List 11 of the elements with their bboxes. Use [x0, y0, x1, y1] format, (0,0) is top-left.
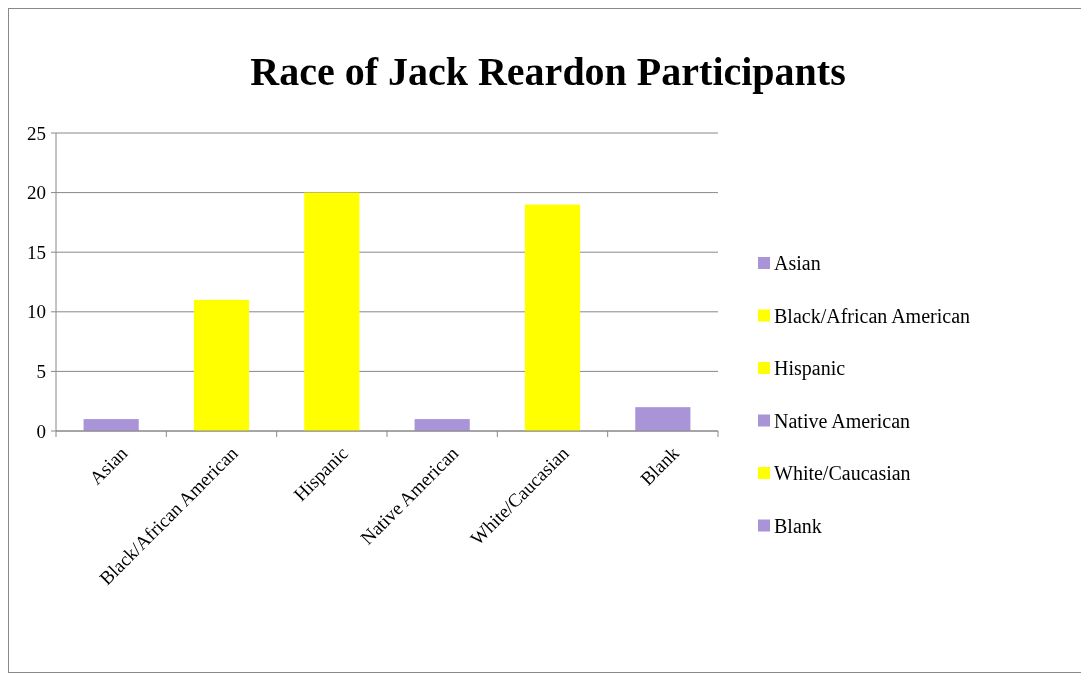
legend-label: Hispanic — [774, 357, 846, 380]
y-tick-label: 0 — [36, 420, 46, 442]
y-tick-label: 5 — [36, 361, 46, 383]
legend-label: Native American — [774, 409, 911, 432]
y-tick-label: 10 — [27, 301, 46, 323]
legend-label: Asian — [774, 252, 821, 274]
chart-title: Race of Jack Reardon Participants — [250, 49, 846, 94]
y-tick-label: 20 — [27, 182, 46, 204]
y-tick-label: 15 — [27, 241, 46, 263]
legend-label: Black/African American — [774, 304, 971, 327]
y-tick-label: 25 — [27, 122, 46, 144]
